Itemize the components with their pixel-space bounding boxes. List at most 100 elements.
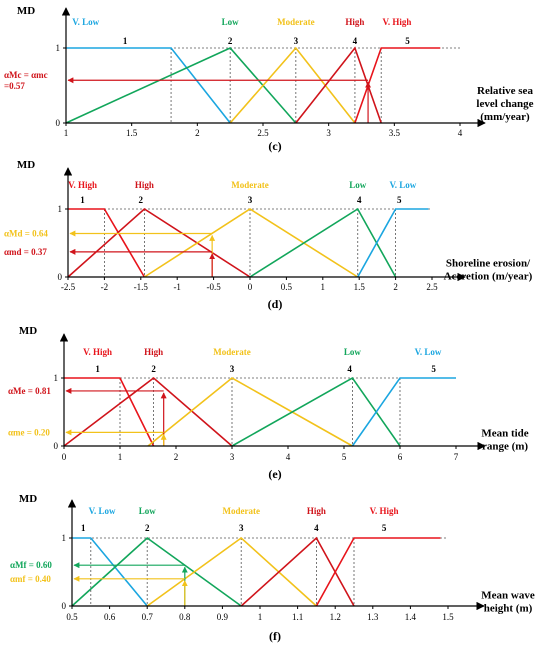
y-tick-label: 1 [62, 533, 67, 543]
series-line [351, 377, 456, 447]
x-tick-label: 1 [258, 612, 263, 622]
series-line [147, 377, 353, 447]
class-number: 3 [294, 36, 299, 46]
membership-annotation: αme = 0.20 [8, 427, 50, 437]
x-tick-label: 0.7 [142, 612, 154, 622]
membership-annotation: =0.57 [4, 81, 25, 91]
class-number: 5 [405, 36, 410, 46]
x-axis-title: Mean wave [481, 590, 535, 602]
series-line [249, 207, 397, 278]
class-number: 4 [353, 36, 358, 46]
series-label: Low [139, 506, 157, 516]
series-line [72, 537, 148, 607]
class-number: 4 [347, 364, 352, 374]
series-label: V. High [83, 347, 112, 357]
y-tick-label: 0 [58, 272, 63, 282]
series-label: High [135, 180, 154, 190]
x-axis-title: Shoreline erosion/ [446, 258, 531, 270]
y-axis-title: MD [19, 325, 37, 337]
x-tick-label: 1.4 [405, 612, 417, 622]
x-axis-title: level change [476, 98, 533, 110]
x-tick-label: 2 [393, 282, 398, 292]
membership-annotation: αMc = αmc [4, 70, 48, 80]
x-tick-label: 3 [230, 452, 235, 462]
series-label: Moderate [222, 506, 259, 516]
series-label: V. High [370, 506, 399, 516]
class-number: 1 [95, 364, 100, 374]
series-line [143, 208, 359, 278]
series-line [354, 47, 441, 124]
class-number: 1 [80, 195, 85, 205]
class-number: 1 [81, 523, 86, 533]
x-tick-label: -2.5 [61, 282, 76, 292]
x-tick-label: -2 [101, 282, 109, 292]
panel-label: (c) [268, 139, 281, 153]
x-tick-label: 1.1 [292, 612, 303, 622]
panel-c: V. Low Low Moderate High V. High 1 2 3 4 5 αMc = α… [4, 5, 534, 153]
series-line [64, 377, 155, 447]
x-axis-title: Accretion (m/year) [444, 271, 533, 283]
series-line [240, 536, 355, 607]
x-tick-label: 2 [174, 452, 179, 462]
x-axis-title: height (m) [484, 603, 533, 615]
class-number: 3 [239, 523, 244, 533]
x-tick-label: 1 [64, 128, 69, 138]
series-label: Low [344, 347, 362, 357]
class-number: 3 [230, 364, 235, 374]
series-line [65, 47, 297, 124]
membership-annotation: αmf = 0.40 [10, 574, 51, 584]
x-tick-label: 0.5 [281, 282, 293, 292]
x-tick-label: 1.5 [442, 612, 454, 622]
membership-annotation: αMe = 0.81 [8, 386, 51, 396]
class-number: 2 [145, 523, 150, 533]
panel-label: (f) [269, 629, 281, 643]
class-number: 5 [382, 523, 387, 533]
membership-annotation: αMd = 0.64 [4, 228, 48, 238]
series-label: V. Low [415, 347, 442, 357]
series-line [63, 376, 233, 447]
series-line [146, 536, 317, 607]
x-tick-label: 3.5 [389, 128, 401, 138]
y-tick-label: 1 [54, 373, 59, 383]
x-tick-label: 4 [286, 452, 291, 462]
x-tick-label: 5 [342, 452, 347, 462]
x-tick-label: 0.5 [66, 612, 78, 622]
x-tick-label: 0.9 [217, 612, 229, 622]
panel-label: (e) [268, 467, 281, 481]
class-number: 4 [357, 195, 362, 205]
x-tick-label: 7 [454, 452, 459, 462]
x-axis-title: Relative sea [477, 85, 533, 97]
series-label: Moderate [213, 347, 250, 357]
x-tick-label: 0.8 [179, 612, 191, 622]
x-tick-label: 1 [321, 282, 326, 292]
x-tick-label: 6 [398, 452, 403, 462]
class-number: 2 [139, 195, 144, 205]
class-number: 2 [228, 36, 233, 46]
x-tick-label: 3 [326, 128, 331, 138]
x-tick-label: 1.3 [367, 612, 379, 622]
panel-f: V. Low Low Moderate High V. High 1 2 3 4 5 αMf = 0… [10, 493, 535, 643]
x-tick-label: 2.5 [257, 128, 269, 138]
x-axis-title: Mean tide [481, 428, 528, 440]
x-tick-label: 0.6 [104, 612, 116, 622]
series-label: V. High [383, 17, 412, 27]
x-axis-title: range (m) [482, 441, 528, 453]
membership-annotation: αmd = 0.37 [4, 247, 47, 257]
series-label: V. Low [389, 180, 416, 190]
x-tick-label: 0 [62, 452, 67, 462]
series-line [229, 46, 356, 124]
panel-d: V. High High Moderate Low V. Low 1 2 3 4 5 αMd = 0… [4, 159, 533, 311]
series-label: High [144, 347, 163, 357]
series-label: V. Low [72, 17, 99, 27]
series-line [66, 47, 231, 124]
x-tick-label: -1.5 [134, 282, 149, 292]
panel-label: (d) [268, 297, 283, 311]
x-tick-label: 4 [458, 128, 463, 138]
series-label: Low [222, 17, 240, 27]
class-number: 5 [397, 195, 402, 205]
series-label: High [307, 506, 326, 516]
series-label: Low [349, 180, 367, 190]
x-tick-label: -1 [173, 282, 181, 292]
x-tick-label: 1.5 [126, 128, 138, 138]
